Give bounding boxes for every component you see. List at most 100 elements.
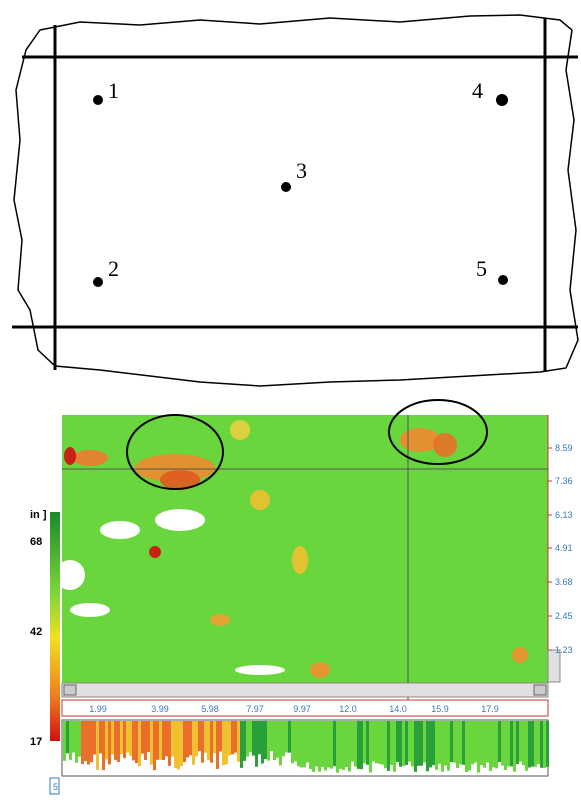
profile-bar <box>150 721 153 765</box>
profile-bar <box>285 721 288 753</box>
profile-bar <box>249 721 252 752</box>
profile-bar <box>489 721 492 771</box>
profile-bar <box>453 721 456 763</box>
profile-bar <box>339 721 342 769</box>
x-tick-label: 15.9 <box>431 704 449 714</box>
profile-bar <box>120 721 123 754</box>
profile-bar <box>147 721 150 752</box>
profile-bar <box>543 721 546 768</box>
profile-bar <box>273 721 276 760</box>
profile-bar <box>252 721 255 756</box>
profile-bar <box>309 721 312 769</box>
profile-bar <box>165 721 168 756</box>
scroll-button[interactable] <box>534 685 546 695</box>
profile-bar <box>234 721 237 753</box>
profile-bar <box>81 721 84 764</box>
profile-bar <box>159 721 162 760</box>
profile-bar <box>351 721 354 762</box>
profile-bar <box>480 721 483 765</box>
profile-bar <box>324 721 327 770</box>
profile-bar <box>294 721 297 761</box>
profile-bar <box>216 721 219 769</box>
profile-bar <box>336 721 339 773</box>
profile-bar <box>387 721 390 771</box>
profile-bar <box>144 721 147 760</box>
profile-bar <box>411 721 414 766</box>
profile-bar <box>444 721 447 766</box>
profile-bar <box>90 721 93 762</box>
profile-bar <box>264 721 267 759</box>
profile-bar <box>465 721 468 772</box>
screen: 1 2 3 4 5 in ] 68 42 17 5 8.597.366.134.… <box>0 0 581 803</box>
profile-bar <box>276 721 279 758</box>
profile-bar <box>408 721 411 762</box>
profile-bar <box>342 721 345 770</box>
profile-bar <box>507 721 510 766</box>
profile-bar <box>207 721 210 760</box>
profile-bar <box>378 721 381 764</box>
profile-bar <box>192 721 195 765</box>
profile-bar <box>495 721 498 768</box>
profile-bar <box>204 721 207 753</box>
slab-outline <box>14 15 578 386</box>
profile-bar <box>162 721 165 760</box>
profile-bar <box>369 721 372 773</box>
profile-bar <box>288 721 291 753</box>
profile-bar <box>456 721 459 768</box>
colorbar-label: 42 <box>30 626 42 638</box>
x-tick-label: 14.0 <box>389 704 407 714</box>
profile-bar <box>372 721 375 761</box>
profile-bar <box>504 721 507 770</box>
colorbar-unit: in ] <box>30 509 47 521</box>
profile-bar <box>153 721 156 770</box>
profile-bar <box>297 721 300 766</box>
profile-bar <box>501 721 504 766</box>
profile-bar <box>129 721 132 756</box>
profile-bar <box>516 721 519 764</box>
profile-bar <box>441 721 444 772</box>
profile-bar <box>510 721 513 766</box>
point-label: 2 <box>108 256 119 281</box>
defect <box>210 614 230 626</box>
defect <box>310 662 330 678</box>
y-tick-label: 7.36 <box>555 476 573 486</box>
profile-bar <box>69 721 72 760</box>
profile-bar <box>225 721 228 764</box>
profile-bar <box>237 721 240 762</box>
profile-bar <box>345 721 348 767</box>
profile-bar <box>390 721 393 765</box>
profile-bar <box>357 721 360 769</box>
profile-bar <box>135 721 138 763</box>
profile-bar <box>168 721 171 766</box>
profile-bar <box>423 721 426 763</box>
profile-bar <box>426 721 429 771</box>
point-label: 1 <box>108 78 119 103</box>
scroll-button[interactable] <box>64 685 76 695</box>
profile-bar <box>270 721 273 751</box>
profile-bar <box>141 721 144 754</box>
y-tick-label: 3.68 <box>555 577 573 587</box>
profile-bar <box>222 721 225 765</box>
defect <box>250 490 270 510</box>
defect <box>292 546 308 574</box>
profile-bar <box>381 721 384 765</box>
profile-bar <box>108 721 111 764</box>
profile-bar <box>438 721 441 764</box>
profile-bar <box>360 721 363 769</box>
point <box>93 277 103 287</box>
profile-bar <box>186 721 189 757</box>
profile-bar <box>483 721 486 768</box>
x-tick-label: 7.97 <box>246 704 264 714</box>
profile-bar <box>525 721 528 771</box>
profile-bar <box>366 721 369 765</box>
profile-bar <box>321 721 324 767</box>
profile-bar <box>471 721 474 764</box>
profile-bar <box>405 721 408 765</box>
x-tick-label: 5.98 <box>201 704 219 714</box>
point <box>93 95 103 105</box>
colorbar-label: 17 <box>30 736 42 748</box>
profile-bar <box>399 721 402 767</box>
profile-bar <box>198 721 201 751</box>
scrollbar[interactable] <box>62 683 548 697</box>
profile-bar <box>540 721 543 768</box>
